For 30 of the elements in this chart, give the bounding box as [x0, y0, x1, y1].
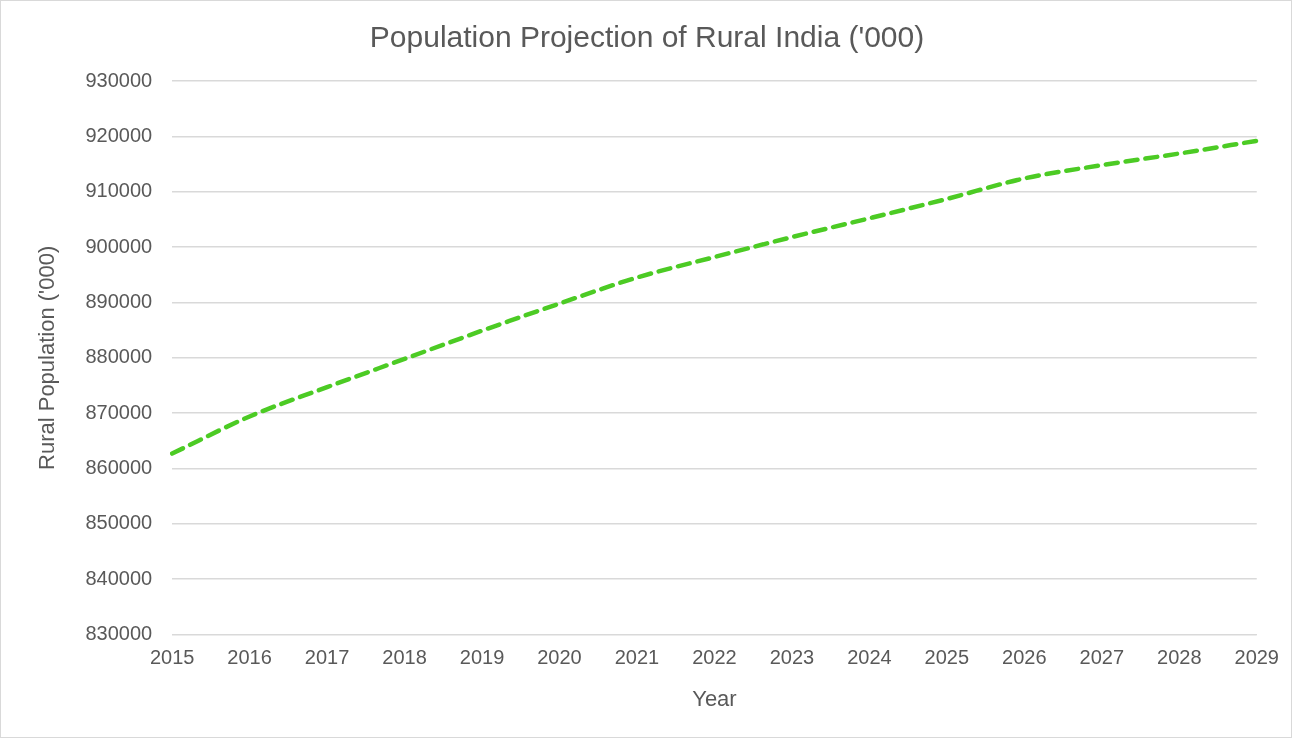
x-axis-title: Year [692, 685, 737, 711]
y-tick-label: 910000 [85, 179, 153, 202]
y-tick-label: 920000 [85, 123, 153, 146]
x-tick-label: 2017 [304, 646, 350, 669]
y-tick-label: 930000 [85, 68, 153, 91]
x-tick-label: 2018 [382, 646, 427, 669]
x-tick-label: 2029 [1234, 646, 1279, 669]
y-tick-label: 900000 [85, 234, 153, 257]
y-axis-title: Rural Population ('000) [34, 245, 60, 470]
line-series [169, 138, 1259, 456]
y-tick-label: 880000 [85, 345, 153, 368]
y-tick-label: 890000 [85, 289, 153, 312]
x-tick-label: 2023 [769, 646, 815, 669]
chart-title: Population Projection of Rural India ('000) [369, 20, 925, 54]
x-tick-label: 2025 [924, 646, 970, 669]
x-tick-label: 2015 [149, 646, 195, 669]
y-tick-label: 840000 [85, 566, 153, 589]
x-tick-label: 2020 [537, 646, 582, 669]
x-tick-label: 2026 [1002, 646, 1047, 669]
x-tick-label: 2027 [1079, 646, 1125, 669]
x-tick-label: 2016 [227, 646, 272, 669]
x-tick-label: 2022 [692, 646, 737, 669]
y-tick-label: 860000 [85, 456, 153, 479]
y-tick-label: 850000 [85, 511, 153, 534]
y-tick-label: 870000 [85, 400, 153, 423]
x-tick-label: 2021 [614, 646, 660, 669]
x-tick-label: 2019 [459, 646, 505, 669]
x-tick-label: 2028 [1157, 646, 1202, 669]
y-tick-label: 830000 [85, 622, 153, 645]
x-tick-label: 2024 [847, 646, 892, 669]
